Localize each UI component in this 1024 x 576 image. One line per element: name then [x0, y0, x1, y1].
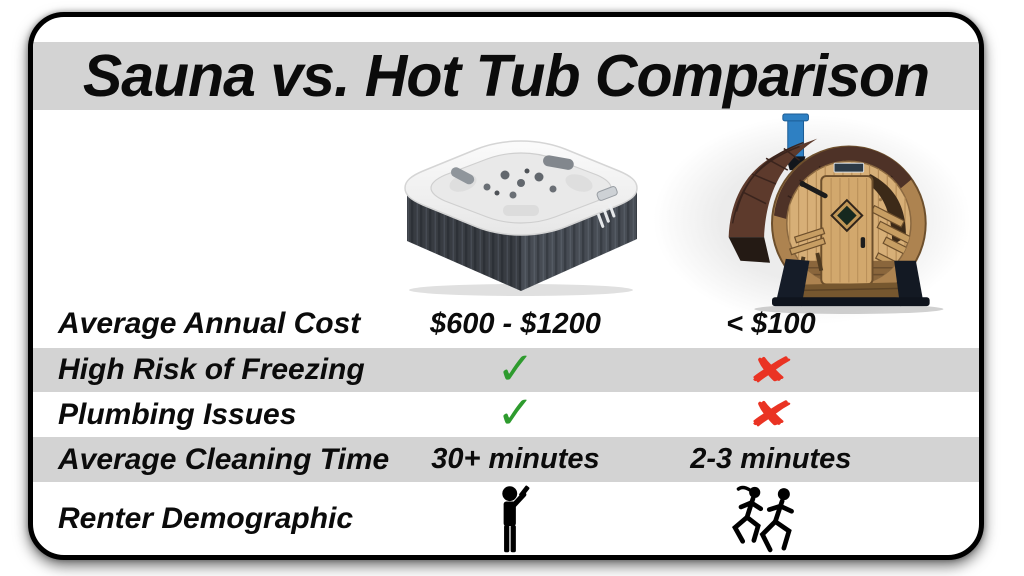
- page-title: Sauna vs. Hot Tub Comparison: [82, 43, 930, 109]
- sauna-illustration: [728, 113, 944, 315]
- table-row-freezing-risk: High Risk of Freezing ✓ ✘: [33, 341, 979, 395]
- runners-icon: [720, 483, 822, 555]
- hot-tub-annual-cost: $600 - $1200: [429, 307, 601, 340]
- row-label: Average Cleaning Time: [58, 442, 390, 476]
- check-icon: ✓: [496, 341, 535, 395]
- check-icon: ✓: [496, 386, 535, 439]
- hot-tub-cleaning-time: 30+ minutes: [431, 443, 600, 475]
- hot-tub-illustration: [404, 140, 638, 296]
- table-row-annual-cost: Average Annual Cost $600 - $1200 < $100: [33, 300, 979, 348]
- row-label: High Risk of Freezing: [58, 353, 365, 386]
- row-label: Average Annual Cost: [58, 307, 361, 340]
- hot-tub-image: [389, 127, 657, 297]
- table-row-cleaning-time: Average Cleaning Time 30+ minutes 2-3 mi…: [33, 437, 979, 482]
- table-row-plumbing: Plumbing Issues ✓ ✘: [33, 386, 979, 439]
- sauna-image: [693, 113, 979, 315]
- sauna-cleaning-time: 2-3 minutes: [690, 443, 852, 475]
- table-row-renter-demographic: Renter Demographic: [33, 482, 979, 555]
- comparison-table: Average Annual Cost $600 - $1200 < $100 …: [33, 300, 979, 555]
- sauna-annual-cost: < $100: [726, 307, 816, 340]
- comparison-card: Sauna vs. Hot Tub Comparison: [28, 12, 984, 560]
- cross-icon: ✘: [745, 391, 797, 438]
- row-label: Renter Demographic: [58, 501, 354, 535]
- cross-icon: ✘: [745, 347, 797, 393]
- drinking-person-icon: [494, 484, 536, 554]
- product-images-zone: [33, 110, 979, 330]
- title-banner: Sauna vs. Hot Tub Comparison: [33, 42, 979, 110]
- row-label: Plumbing Issues: [58, 397, 297, 431]
